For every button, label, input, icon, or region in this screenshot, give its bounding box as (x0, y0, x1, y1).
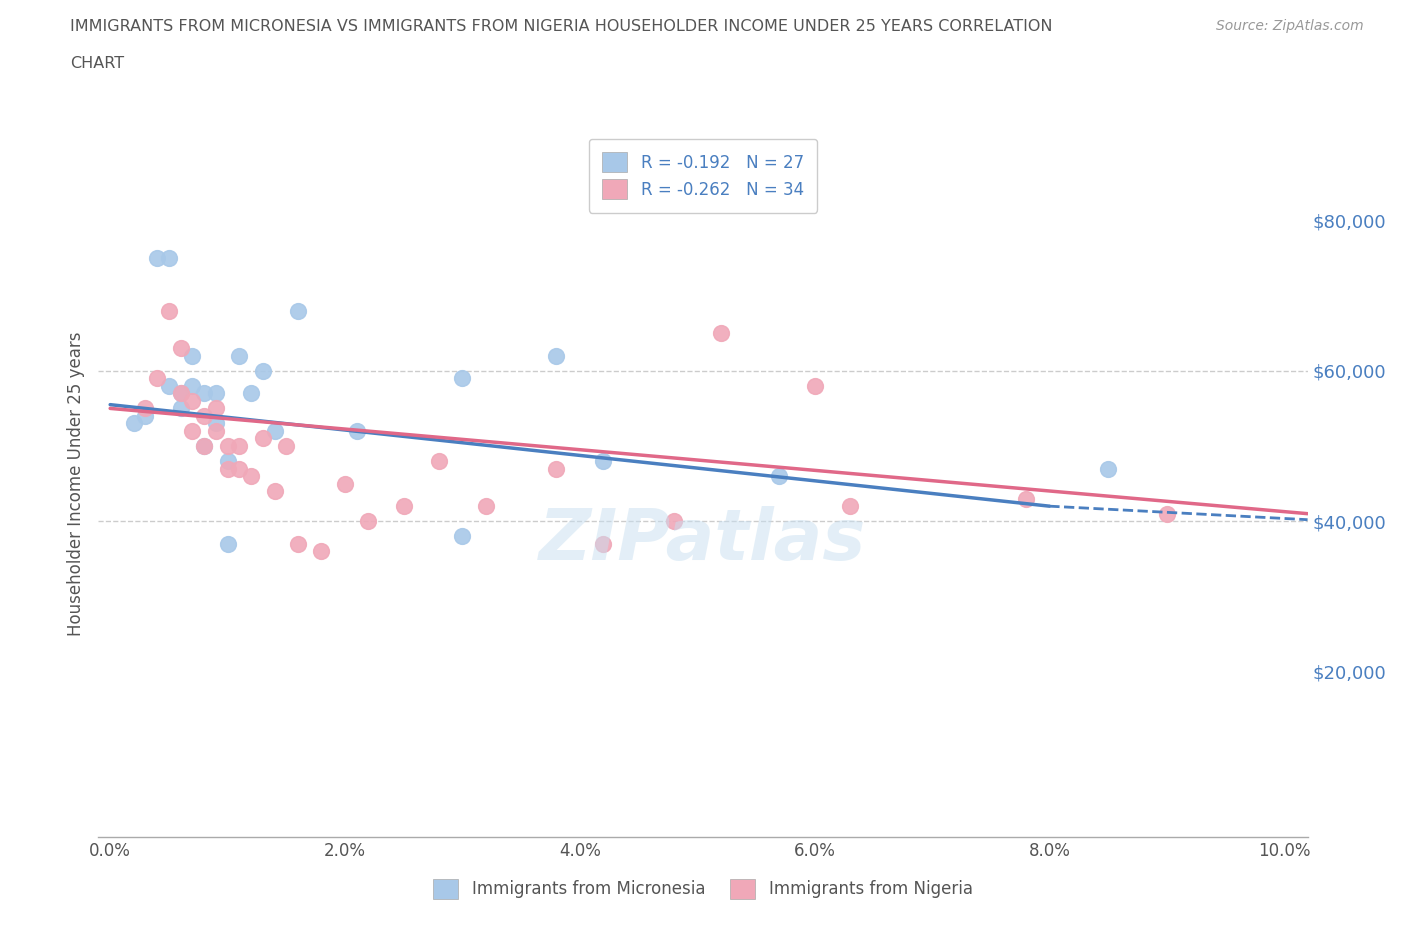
Point (1156, 506, 1178, 521)
Point (228, 461, 250, 476)
Point (181, 349, 204, 364)
Point (217, 461, 239, 476)
Point (475, 498, 498, 513)
Point (157, 379, 180, 393)
Point (768, 469, 790, 484)
Point (710, 326, 733, 340)
Point (346, 423, 368, 438)
Y-axis label: Householder Income Under 25 years: Householder Income Under 25 years (66, 331, 84, 636)
Point (228, 349, 250, 364)
Text: CHART: CHART (70, 56, 124, 71)
Point (252, 364, 274, 379)
Point (217, 537, 239, 551)
Legend: Immigrants from Micronesia, Immigrants from Nigeria: Immigrants from Micronesia, Immigrants f… (420, 866, 986, 912)
Point (287, 303, 309, 318)
Point (228, 439, 250, 454)
Point (1097, 461, 1119, 476)
Text: IMMIGRANTS FROM MICRONESIA VS IMMIGRANTS FROM NIGERIA HOUSEHOLDER INCOME UNDER 2: IMMIGRANTS FROM MICRONESIA VS IMMIGRANTS… (70, 19, 1053, 33)
Point (592, 537, 614, 551)
Point (803, 379, 825, 393)
Point (169, 340, 191, 355)
Point (392, 498, 415, 513)
Point (181, 379, 204, 393)
Point (122, 416, 145, 431)
Point (181, 393, 204, 408)
Point (263, 484, 285, 498)
Point (193, 439, 215, 454)
Point (451, 371, 474, 386)
Point (1015, 491, 1038, 506)
Point (276, 439, 298, 454)
Point (217, 439, 239, 454)
Point (146, 371, 169, 386)
Point (204, 401, 226, 416)
Point (287, 537, 309, 551)
Point (451, 529, 474, 544)
Point (662, 513, 685, 528)
Point (181, 423, 204, 438)
Legend: R = -0.192   N = 27, R = -0.262   N = 34: R = -0.192 N = 27, R = -0.262 N = 34 (589, 139, 817, 213)
Point (193, 408, 215, 423)
Point (146, 250, 169, 265)
Point (263, 423, 285, 438)
Point (204, 386, 226, 401)
Point (169, 386, 191, 401)
Point (427, 454, 450, 469)
Point (240, 386, 263, 401)
Point (838, 498, 860, 513)
Point (546, 461, 568, 476)
Point (252, 431, 274, 445)
Point (157, 303, 180, 318)
Text: Source: ZipAtlas.com: Source: ZipAtlas.com (1216, 19, 1364, 33)
Point (592, 454, 614, 469)
Point (193, 439, 215, 454)
Point (134, 401, 156, 416)
Point (204, 416, 226, 431)
Point (240, 469, 263, 484)
Point (333, 476, 356, 491)
Point (169, 401, 191, 416)
Point (204, 423, 226, 438)
Point (357, 513, 380, 528)
Point (193, 386, 215, 401)
Text: ZIPatlas: ZIPatlas (540, 506, 866, 575)
Point (134, 408, 156, 423)
Point (311, 544, 333, 559)
Point (157, 250, 180, 265)
Point (169, 386, 191, 401)
Point (546, 349, 568, 364)
Point (217, 454, 239, 469)
